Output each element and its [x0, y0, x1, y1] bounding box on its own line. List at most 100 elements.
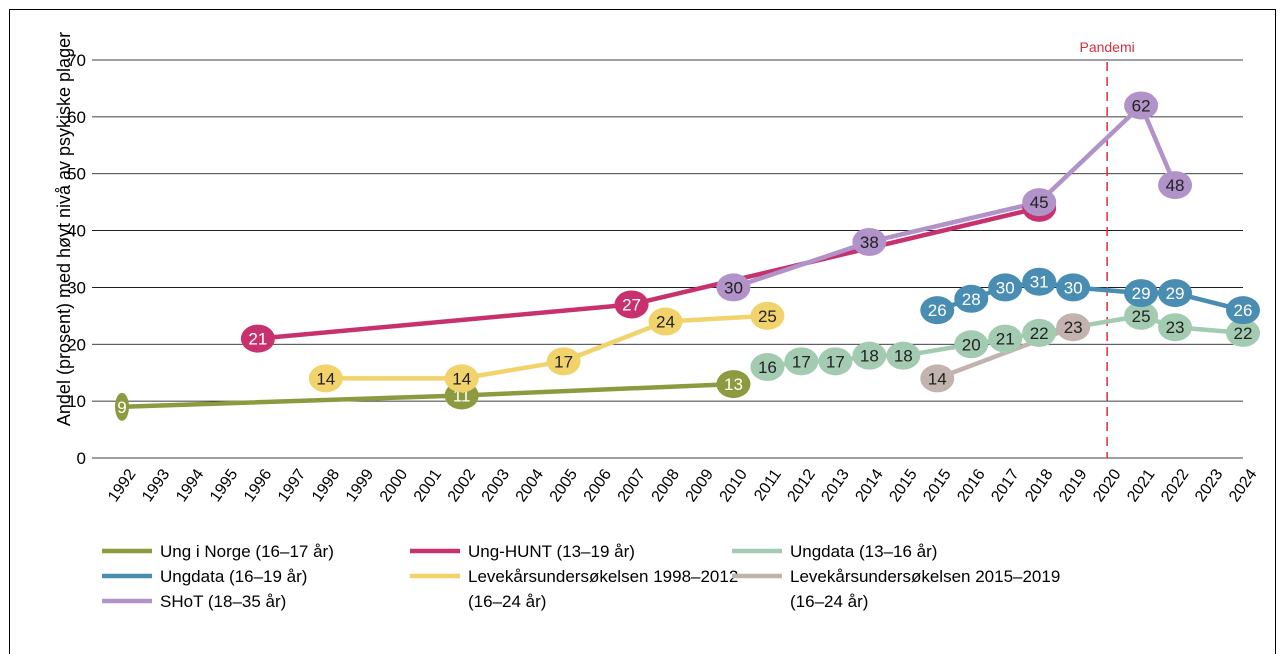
data-label: 16	[758, 358, 777, 377]
data-label: 18	[860, 347, 879, 366]
data-point	[954, 330, 989, 359]
data-label: 14	[928, 369, 947, 388]
x-tick-label: 1999	[343, 466, 377, 505]
data-point	[1158, 279, 1193, 308]
x-tick-label: 2007	[615, 466, 649, 505]
data-point	[750, 301, 785, 330]
y-tick-label: 0	[77, 449, 86, 468]
data-label: 30	[724, 278, 743, 297]
data-point	[308, 364, 343, 393]
data-point	[1056, 313, 1091, 342]
data-point	[818, 347, 853, 376]
data-label: 26	[1234, 301, 1253, 320]
x-tick-label: 1994	[173, 466, 207, 505]
data-label: 45	[1030, 193, 1049, 212]
legend-label: Levekårsundersøkelsen 2015–2019	[790, 567, 1060, 586]
data-label: 18	[894, 347, 913, 366]
legend-label: Levekårsundersøkelsen 1998–2012	[468, 567, 738, 586]
data-label: 29	[1166, 284, 1185, 303]
data-label: 38	[860, 233, 879, 252]
y-axis-title: Andel (prosent) med høyt nivå av psykisk…	[54, 32, 74, 426]
data-label: 31	[1030, 273, 1049, 292]
x-tick-label: 2023	[1192, 466, 1226, 505]
x-tick-label: 2012	[785, 466, 819, 505]
legend-label: Ung-HUNT (13–19 år)	[468, 542, 635, 561]
x-tick-label: 2009	[683, 466, 717, 505]
x-tick-label: 2017	[988, 466, 1022, 505]
data-label: 22	[1234, 324, 1253, 343]
data-label: 21	[996, 330, 1015, 349]
x-tick-label: 2005	[547, 466, 581, 505]
data-point	[115, 392, 129, 421]
data-point	[1124, 301, 1159, 330]
x-tick-label: 1995	[207, 466, 241, 505]
legend-label: Ungdata (13–16 år)	[790, 542, 937, 561]
y-tick-label: 70	[67, 51, 86, 70]
x-tick-label: 2001	[411, 466, 445, 505]
data-point	[920, 296, 955, 325]
x-tick-label: 2003	[479, 466, 513, 505]
data-label: 24	[656, 313, 675, 332]
x-tick-label: 2004	[513, 466, 547, 505]
y-tick-label: 20	[67, 335, 86, 354]
x-tick-label: 1998	[309, 466, 343, 505]
chart-frame	[9, 9, 1276, 654]
data-point	[716, 273, 751, 302]
x-tick-label: 2019	[1056, 466, 1090, 505]
legend-label: Ungdata (16–19 år)	[160, 567, 307, 586]
x-tick-label: 2020	[1090, 466, 1124, 505]
data-label: 62	[1132, 96, 1151, 115]
x-tick-label: 2000	[377, 466, 411, 505]
data-point	[750, 353, 785, 382]
legend-label: SHoT (18–35 år)	[160, 592, 286, 611]
data-point	[954, 284, 989, 313]
data-label: 14	[452, 369, 471, 388]
data-point	[1124, 91, 1159, 120]
data-label: 25	[758, 307, 777, 326]
data-label: 21	[248, 330, 267, 349]
data-point	[614, 290, 649, 319]
data-label: 22	[1030, 324, 1049, 343]
data-point	[1226, 296, 1260, 325]
data-point	[444, 364, 479, 393]
data-point	[988, 324, 1023, 353]
data-point	[1158, 313, 1193, 342]
data-point	[546, 347, 581, 376]
data-point	[920, 364, 955, 393]
data-label: 29	[1132, 284, 1151, 303]
data-label: 48	[1166, 176, 1185, 195]
data-label: 20	[962, 335, 981, 354]
data-label: 30	[996, 278, 1015, 297]
x-tick-label: 2008	[649, 466, 683, 505]
data-point	[1226, 318, 1260, 347]
y-tick-label: 60	[67, 108, 86, 127]
data-point	[1056, 273, 1091, 302]
y-tick-label: 50	[67, 165, 86, 184]
data-label: 17	[554, 352, 573, 371]
data-label: 9	[117, 398, 126, 417]
x-tick-label: 2013	[818, 466, 852, 505]
data-point	[1124, 279, 1159, 308]
data-point	[716, 370, 751, 399]
data-point	[1158, 171, 1193, 200]
x-tick-label: 2011	[751, 466, 785, 504]
data-label: 17	[792, 352, 811, 371]
x-tick-label: 2006	[581, 466, 615, 505]
y-tick-label: 30	[67, 278, 86, 297]
data-label: 27	[622, 295, 641, 314]
x-tick-label: 1997	[275, 466, 309, 505]
legend-label: Ung i Norge (16–17 år)	[160, 542, 334, 561]
x-tick-label: 2022	[1158, 466, 1192, 505]
x-tick-label: 2014	[852, 466, 886, 505]
data-label: 23	[1166, 318, 1185, 337]
y-tick-label: 40	[67, 222, 86, 241]
x-tick-label: 2021	[1124, 466, 1158, 505]
x-tick-label: 1996	[241, 466, 275, 505]
data-point	[1022, 318, 1057, 347]
x-tick-label: 1992	[105, 466, 139, 505]
x-tick-label: 2002	[445, 466, 479, 505]
data-point	[886, 341, 921, 370]
series-line	[732, 103, 1178, 290]
data-point	[240, 324, 275, 353]
y-tick-label: 10	[67, 392, 86, 411]
